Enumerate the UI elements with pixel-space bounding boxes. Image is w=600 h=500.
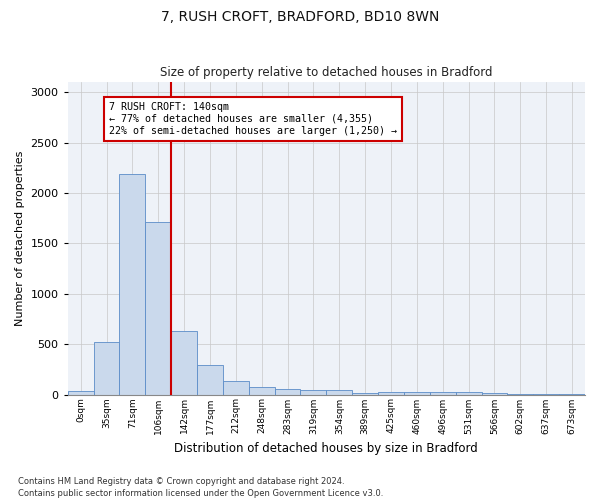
Bar	[326, 390, 352, 394]
Bar	[249, 387, 275, 394]
Bar	[455, 392, 482, 394]
Bar	[119, 174, 145, 394]
Bar	[378, 392, 404, 394]
Text: 7, RUSH CROFT, BRADFORD, BD10 8WN: 7, RUSH CROFT, BRADFORD, BD10 8WN	[161, 10, 439, 24]
Title: Size of property relative to detached houses in Bradford: Size of property relative to detached ho…	[160, 66, 493, 80]
Y-axis label: Number of detached properties: Number of detached properties	[15, 150, 25, 326]
Bar	[301, 390, 326, 394]
X-axis label: Distribution of detached houses by size in Bradford: Distribution of detached houses by size …	[175, 442, 478, 455]
Bar	[352, 393, 378, 394]
Bar	[404, 392, 430, 394]
Bar	[430, 392, 455, 394]
Bar	[275, 390, 301, 394]
Bar	[68, 392, 94, 394]
Bar	[482, 393, 508, 394]
Bar	[171, 331, 197, 394]
Text: Contains HM Land Registry data © Crown copyright and database right 2024.
Contai: Contains HM Land Registry data © Crown c…	[18, 476, 383, 498]
Bar	[145, 222, 171, 394]
Bar	[197, 365, 223, 394]
Bar	[94, 342, 119, 394]
Text: 7 RUSH CROFT: 140sqm
← 77% of detached houses are smaller (4,355)
22% of semi-de: 7 RUSH CROFT: 140sqm ← 77% of detached h…	[109, 102, 397, 136]
Bar	[223, 382, 249, 394]
